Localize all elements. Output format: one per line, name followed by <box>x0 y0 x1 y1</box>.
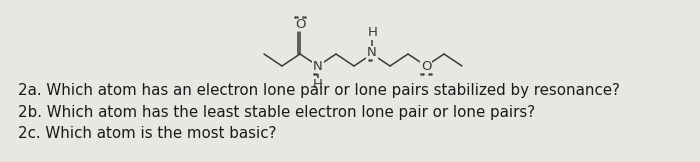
Text: O: O <box>421 60 431 74</box>
Text: O: O <box>295 17 305 30</box>
Text: N: N <box>367 46 377 59</box>
Text: 2a. Which atom has an electron lone pair or lone pairs stabilized by resonance?: 2a. Which atom has an electron lone pair… <box>18 82 620 98</box>
Text: 2b. Which atom has the least stable electron lone pair or lone pairs?: 2b. Which atom has the least stable elec… <box>18 104 535 120</box>
Text: H: H <box>313 79 323 92</box>
Text: H: H <box>368 27 378 40</box>
Text: 2c. Which atom is the most basic?: 2c. Which atom is the most basic? <box>18 126 276 140</box>
Text: N: N <box>313 60 323 74</box>
